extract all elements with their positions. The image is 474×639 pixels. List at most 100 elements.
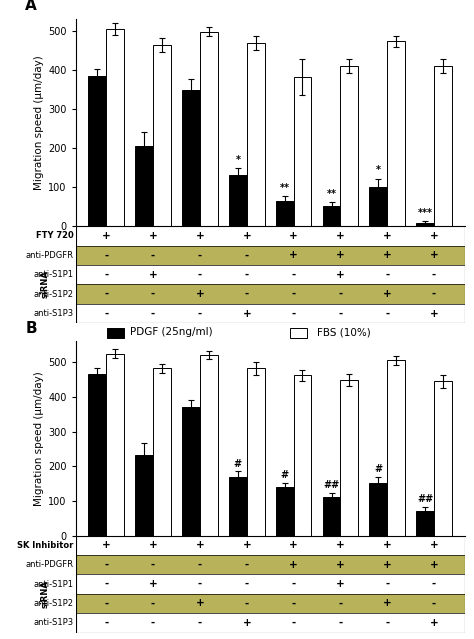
Text: anti-S1P1: anti-S1P1 [34, 580, 73, 589]
Text: +: + [242, 618, 251, 628]
Text: +: + [242, 309, 251, 319]
Text: -: - [151, 599, 155, 608]
Text: -: - [245, 599, 249, 608]
Text: anti-S1P2: anti-S1P2 [34, 289, 73, 298]
Bar [369, 483, 387, 535]
Text: anti-PDGFR: anti-PDGFR [26, 251, 73, 260]
Bar [247, 43, 264, 226]
Bar [107, 328, 124, 338]
Text: -: - [104, 618, 109, 628]
Text: +: + [242, 231, 251, 241]
Text: -: - [432, 599, 436, 608]
Text: -: - [385, 309, 389, 319]
Text: +: + [430, 560, 438, 569]
Text: +: + [289, 250, 298, 260]
Text: B: B [25, 321, 37, 335]
Text: +: + [336, 560, 345, 569]
Text: -: - [432, 270, 436, 280]
Bar [323, 497, 340, 535]
Text: +: + [383, 231, 392, 241]
Text: SK Inhibitor: SK Inhibitor [17, 541, 73, 550]
Text: -: - [245, 250, 249, 260]
Text: -: - [292, 579, 296, 589]
Text: +: + [336, 231, 345, 241]
Text: **: ** [327, 189, 337, 199]
Text: siRNA: siRNA [41, 270, 50, 298]
Text: -: - [338, 309, 343, 319]
Bar [76, 555, 465, 574]
Bar [76, 284, 465, 304]
Text: +: + [430, 231, 438, 241]
Bar [276, 487, 293, 535]
Text: +: + [336, 270, 345, 280]
Text: ##: ## [417, 495, 433, 504]
Text: anti-PDGFR: anti-PDGFR [26, 560, 73, 569]
Bar [106, 29, 124, 226]
Text: +: + [149, 270, 157, 280]
Text: anti-S1P2: anti-S1P2 [34, 599, 73, 608]
Text: +: + [430, 309, 438, 319]
Text: ***: *** [418, 208, 433, 218]
Text: -: - [245, 560, 249, 569]
Text: +: + [383, 289, 392, 299]
Text: +: + [289, 540, 298, 550]
Text: -: - [245, 289, 249, 299]
Text: -: - [292, 599, 296, 608]
Bar [153, 45, 171, 226]
Text: -: - [104, 579, 109, 589]
Text: -: - [151, 289, 155, 299]
Text: #: # [234, 459, 242, 468]
Bar [323, 206, 340, 226]
Text: -: - [338, 618, 343, 628]
Bar [247, 369, 264, 535]
Bar [293, 77, 311, 226]
Text: -: - [104, 309, 109, 319]
Text: -: - [432, 579, 436, 589]
Bar [89, 374, 106, 535]
Bar [229, 176, 247, 226]
Text: +: + [196, 540, 204, 550]
Text: **: ** [280, 183, 290, 193]
Text: *: * [376, 166, 381, 176]
Bar [76, 594, 465, 613]
Bar [200, 32, 218, 226]
Text: +: + [102, 540, 110, 550]
Text: +: + [336, 579, 345, 589]
Text: -: - [338, 599, 343, 608]
Text: +: + [430, 250, 438, 260]
Text: A: A [25, 0, 37, 13]
Y-axis label: Migration speed (μm/day): Migration speed (μm/day) [34, 371, 44, 506]
Text: ##: ## [323, 481, 340, 491]
Text: -: - [198, 560, 202, 569]
Text: +: + [149, 579, 157, 589]
Text: siRNA: siRNA [41, 580, 50, 608]
Text: -: - [104, 270, 109, 280]
Text: +: + [383, 250, 392, 260]
Bar [200, 355, 218, 535]
Text: +: + [383, 560, 392, 569]
Text: -: - [198, 309, 202, 319]
Text: anti-S1P3: anti-S1P3 [33, 619, 73, 627]
Bar [135, 146, 153, 226]
Text: -: - [104, 560, 109, 569]
Text: -: - [198, 270, 202, 280]
Text: *: * [236, 155, 240, 166]
Bar [416, 511, 434, 535]
Text: PDGF (25ng/ml): PDGF (25ng/ml) [130, 327, 213, 337]
Bar [76, 245, 465, 265]
Text: +: + [383, 540, 392, 550]
Text: +: + [430, 540, 438, 550]
Text: +: + [149, 231, 157, 241]
Text: -: - [151, 309, 155, 319]
Text: -: - [151, 560, 155, 569]
Bar [434, 66, 452, 226]
Bar [434, 381, 452, 535]
Bar [416, 223, 434, 226]
Bar [89, 76, 106, 226]
Text: -: - [292, 618, 296, 628]
Text: -: - [104, 289, 109, 299]
Text: -: - [292, 289, 296, 299]
Text: +: + [430, 618, 438, 628]
Text: -: - [151, 250, 155, 260]
Text: -: - [292, 309, 296, 319]
